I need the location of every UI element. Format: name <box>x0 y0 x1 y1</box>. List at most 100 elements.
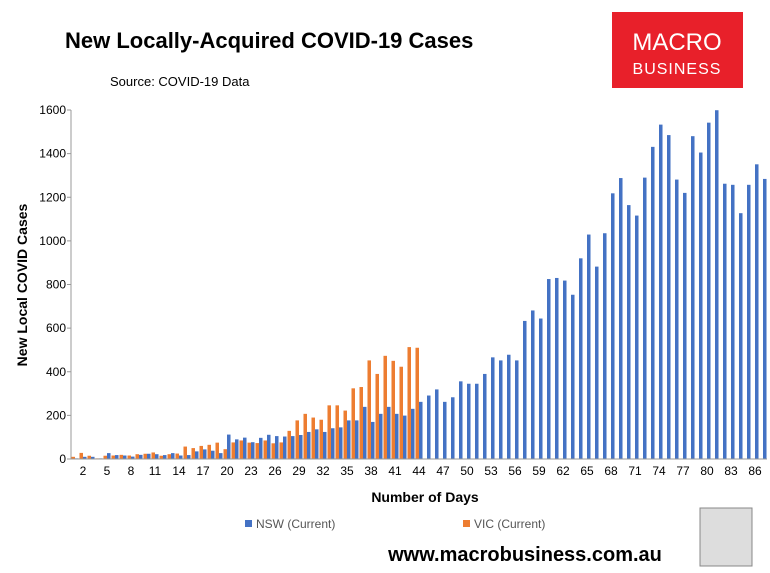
bar <box>467 383 471 459</box>
bar <box>659 124 663 459</box>
bar <box>723 183 727 459</box>
bar <box>347 420 351 459</box>
bar <box>587 234 591 459</box>
bar <box>715 110 719 459</box>
bar <box>151 452 155 459</box>
bar <box>87 455 91 459</box>
bar <box>295 420 299 459</box>
bar <box>271 443 275 459</box>
bar <box>179 455 183 459</box>
bar <box>699 152 703 460</box>
bar <box>683 192 687 459</box>
x-tick-label: 83 <box>724 464 738 478</box>
bar <box>279 442 283 459</box>
bar <box>127 455 131 459</box>
bar <box>539 318 543 459</box>
bar <box>255 443 259 459</box>
bar <box>387 406 391 459</box>
x-tick-label: 17 <box>196 464 210 478</box>
x-tick-label: 53 <box>484 464 498 478</box>
bar <box>139 454 143 459</box>
bar <box>323 431 327 459</box>
x-tick-label: 80 <box>700 464 714 478</box>
bar <box>707 122 711 460</box>
legend-label: NSW (Current) <box>256 517 335 531</box>
y-tick-label: 400 <box>46 365 66 379</box>
bar <box>383 355 387 459</box>
logo-box <box>612 12 743 88</box>
bar <box>443 401 447 459</box>
y-tick-label: 1400 <box>39 147 66 161</box>
x-tick-label: 68 <box>604 464 618 478</box>
x-tick-label: 47 <box>436 464 450 478</box>
y-tick-label: 1200 <box>39 190 66 204</box>
bar <box>147 453 151 459</box>
bar <box>427 395 431 459</box>
bar <box>259 437 263 459</box>
logo-text: BUSINESS <box>633 61 722 78</box>
bar <box>547 279 551 459</box>
bar <box>223 449 227 459</box>
bar <box>531 310 535 459</box>
bar <box>435 389 439 459</box>
bar <box>355 420 359 459</box>
bar <box>415 347 419 459</box>
bar <box>571 294 575 459</box>
bar <box>175 453 179 459</box>
bar <box>507 354 511 459</box>
bar <box>215 442 219 459</box>
bar <box>483 373 487 459</box>
bar <box>183 446 187 459</box>
bar <box>107 453 111 459</box>
bar <box>335 405 339 459</box>
bar <box>411 408 415 459</box>
bar <box>363 406 367 459</box>
x-tick-label: 26 <box>268 464 282 478</box>
bar <box>675 179 679 459</box>
bar <box>371 421 375 459</box>
bar <box>731 184 735 459</box>
bar <box>351 388 355 459</box>
wolf-logo <box>699 507 753 567</box>
bar <box>491 357 495 459</box>
chart-subtitle: Source: COVID-19 Data <box>110 74 250 89</box>
y-tick-label: 1600 <box>39 103 66 117</box>
bar <box>331 428 335 459</box>
y-tick-label: 600 <box>46 321 66 335</box>
x-tick-label: 59 <box>532 464 546 478</box>
legend-swatch <box>245 520 252 527</box>
bar <box>459 381 463 459</box>
bar <box>667 135 671 459</box>
bar <box>195 451 199 459</box>
bar <box>739 213 743 459</box>
bar <box>91 456 95 459</box>
x-tick-label: 38 <box>364 464 378 478</box>
bar <box>199 445 203 459</box>
x-tick-label: 23 <box>244 464 258 478</box>
bar <box>595 266 599 459</box>
bar <box>219 453 223 459</box>
bar <box>303 413 307 459</box>
bar <box>263 440 267 459</box>
y-axis-label: New Local COVID Cases <box>14 203 30 366</box>
x-tick-label: 74 <box>652 464 666 478</box>
bar <box>115 455 119 459</box>
y-tick-label: 200 <box>46 408 66 422</box>
x-tick-label: 62 <box>556 464 570 478</box>
bar <box>643 177 647 459</box>
bar <box>71 456 75 459</box>
bar <box>563 280 567 459</box>
x-axis-label: Number of Days <box>371 489 479 505</box>
bar <box>159 455 163 459</box>
bar <box>203 449 207 459</box>
bar <box>103 455 107 459</box>
x-tick-label: 50 <box>460 464 474 478</box>
bar <box>611 193 615 460</box>
bar <box>171 453 175 459</box>
bar <box>123 455 127 459</box>
bar <box>111 455 115 459</box>
bar <box>243 437 247 459</box>
bar <box>419 401 423 459</box>
x-tick-label: 71 <box>628 464 642 478</box>
